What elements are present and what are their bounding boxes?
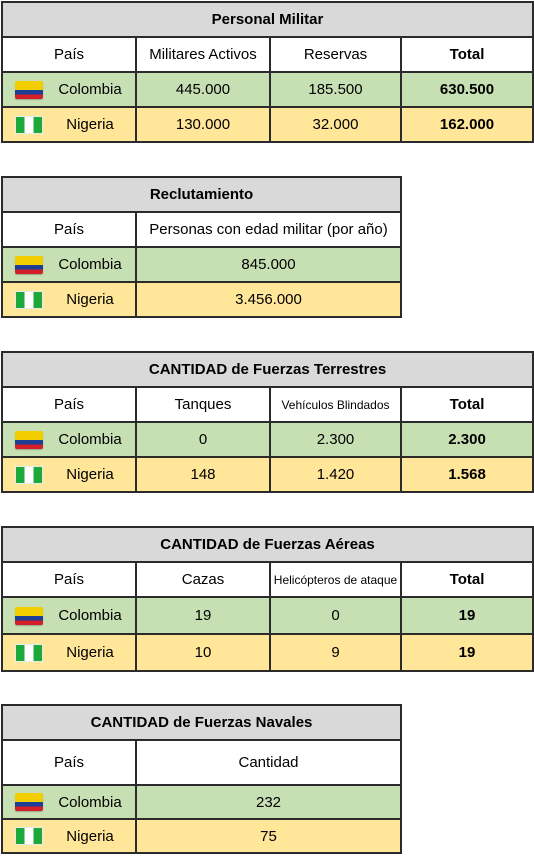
header-total: Total [399,561,534,598]
fuerzas-aereas-table: CANTIDAD de Fuerzas Aéreas País Cazas He… [0,526,534,672]
total-value: 630.500 [399,71,534,108]
header-cantidad: Cantidad [134,739,403,786]
country-cell: Nigeria [1,456,137,493]
reservas-value: 185.500 [269,71,402,108]
country-name: Nigeria [66,116,114,133]
total-value: 19 [399,633,534,672]
cazas-value: 10 [135,633,271,672]
vehiculos-blindados-value: 2.300 [269,421,402,458]
table-title: Personal Militar [0,1,534,38]
country-name: Colombia [58,256,122,273]
cazas-value: 19 [135,596,271,635]
table-title: Reclutamiento [0,176,403,213]
country-cell: Colombia [1,784,137,820]
header-militares-activos: Militares Activos [135,36,271,73]
country-name: Colombia [58,81,122,98]
country-cell: Nigeria [1,106,137,143]
vehiculos-blindados-value: 1.420 [269,456,402,493]
tanques-value: 0 [135,421,271,458]
personal-militar-table: Personal Militar País Militares Activos … [0,1,534,143]
country-name: Colombia [58,607,122,624]
total-value: 162.000 [399,106,534,143]
header-pais: País [1,36,137,73]
country-name: Nigeria [66,644,114,661]
colombia-flag-icon [15,80,43,99]
helicopteros-value: 9 [269,633,402,672]
country-cell: Nigeria [1,633,137,672]
militares-activos-value: 445.000 [135,71,271,108]
header-cazas: Cazas [135,561,271,598]
header-pais: País [1,386,137,423]
country-cell: Nigeria [1,818,137,854]
table-row-colombia: Colombia 0 2.300 2.300 [1,421,534,458]
cantidad-value: 75 [134,818,403,854]
total-value: 2.300 [399,421,534,458]
header-total: Total [399,386,534,423]
colombia-flag-icon [15,793,43,811]
nigeria-flag-icon [15,115,43,134]
header-reservas: Reservas [269,36,402,73]
nigeria-flag-icon [15,827,43,845]
country-name: Colombia [58,431,122,448]
cantidad-value: 232 [134,784,403,820]
table-row-colombia: Colombia 845.000 [1,246,403,283]
country-cell: Colombia [1,421,137,458]
fuerzas-terrestres-table: CANTIDAD de Fuerzas Terrestres País Tanq… [0,351,534,493]
table-title: CANTIDAD de Fuerzas Aéreas [0,526,534,563]
reservas-value: 32.000 [269,106,402,143]
reclutamiento-table: Reclutamiento País Personas con edad mil… [0,176,403,318]
header-pais: País [1,211,137,248]
tanques-value: 148 [135,456,271,493]
helicopteros-value: 0 [269,596,402,635]
nigeria-flag-icon [15,643,43,662]
header-total: Total [399,36,534,73]
personas-value: 3.456.000 [134,281,403,318]
table-row-nigeria: Nigeria 130.000 32.000 162.000 [1,106,534,143]
country-cell: Colombia [1,246,137,283]
header-vehiculos-blindados: Vehículos Blindados [269,386,402,423]
militares-activos-value: 130.000 [135,106,271,143]
total-value: 1.568 [399,456,534,493]
table-row-nigeria: Nigeria 148 1.420 1.568 [1,456,534,493]
fuerzas-navales-table: CANTIDAD de Fuerzas Navales País Cantida… [0,704,403,854]
country-name: Colombia [58,793,122,811]
table-row-colombia: Colombia 232 [1,784,403,820]
table-row-colombia: Colombia 445.000 185.500 630.500 [1,71,534,108]
table-row-colombia: Colombia 19 0 19 [1,596,534,635]
country-name: Nigeria [66,291,114,308]
table-title: CANTIDAD de Fuerzas Terrestres [0,351,534,388]
personas-value: 845.000 [134,246,403,283]
table-row-nigeria: Nigeria 75 [1,818,403,854]
total-value: 19 [399,596,534,635]
colombia-flag-icon [15,606,43,625]
table-row-nigeria: Nigeria 3.456.000 [1,281,403,318]
nigeria-flag-icon [15,465,43,484]
header-personas-edad-militar: Personas con edad militar (por año) [134,211,403,248]
header-tanques: Tanques [135,386,271,423]
country-name: Nigeria [66,466,114,483]
country-cell: Nigeria [1,281,137,318]
nigeria-flag-icon [15,290,43,309]
header-pais: País [1,739,137,786]
table-title: CANTIDAD de Fuerzas Navales [0,704,403,741]
header-helicopteros-de-ataque: Helicópteros de ataque [269,561,402,598]
colombia-flag-icon [15,430,43,449]
country-name: Nigeria [66,827,114,845]
country-cell: Colombia [1,71,137,108]
colombia-flag-icon [15,255,43,274]
header-pais: País [1,561,137,598]
country-cell: Colombia [1,596,137,635]
table-row-nigeria: Nigeria 10 9 19 [1,633,534,672]
